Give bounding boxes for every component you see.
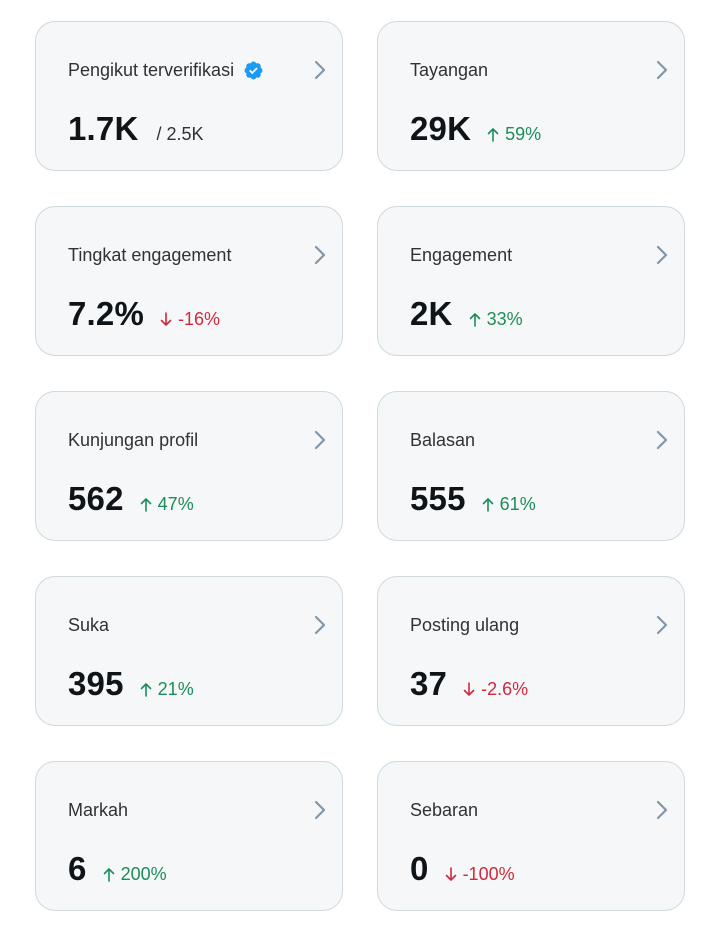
chevron-right-icon[interactable] <box>654 798 670 822</box>
value-row: 7.2% -16% <box>68 295 220 333</box>
chevron-right-icon[interactable] <box>654 58 670 82</box>
value-row: 2K 33% <box>410 295 523 333</box>
metric-value: 395 <box>68 665 124 702</box>
card-title-label: Kunjungan profil <box>68 430 199 450</box>
metric-change: -100% <box>445 864 515 885</box>
card-reposts[interactable]: Posting ulang 37 -2.6% <box>377 576 685 726</box>
arrow-up-icon <box>487 128 499 142</box>
chevron-right-icon[interactable] <box>654 613 670 637</box>
value-row: 29K 59% <box>410 110 541 148</box>
card-title: Balasan <box>410 430 475 451</box>
metric-change-value: 47% <box>157 494 194 514</box>
chevron-right-icon[interactable] <box>312 798 328 822</box>
card-title-label: Engagement <box>410 245 513 265</box>
arrow-down-icon <box>160 312 172 326</box>
metric-value: 37 <box>410 665 448 702</box>
card-title-label: Pengikut terverifikasi <box>68 60 235 80</box>
card-impressions[interactable]: Tayangan 29K 59% <box>377 21 685 171</box>
metric-change: 33% <box>469 309 523 330</box>
metric-change: 59% <box>487 124 541 145</box>
verified-badge-icon <box>244 61 263 80</box>
card-shares[interactable]: Sebaran 0 -100% <box>377 761 685 911</box>
card-title-label: Tayangan <box>410 60 489 80</box>
arrow-up-icon <box>482 498 493 512</box>
card-title: Engagement <box>410 245 512 266</box>
value-row: 555 61% <box>410 480 536 518</box>
card-replies[interactable]: Balasan 555 61% <box>377 391 685 541</box>
metric-change-value: 61% <box>499 494 536 514</box>
card-title-label: Posting ulang <box>410 615 520 635</box>
metric-value: 0 <box>410 850 429 887</box>
metric-change-value: -2.6% <box>481 679 529 699</box>
metric-change: -2.6% <box>463 679 528 700</box>
value-row: 37 -2.6% <box>410 665 528 703</box>
metric-change-value: 200% <box>120 864 167 884</box>
card-likes[interactable]: Suka 395 21% <box>35 576 343 726</box>
card-title: Sebaran <box>410 800 478 821</box>
arrow-up-icon <box>140 683 151 697</box>
card-title-label: Suka <box>68 615 110 635</box>
metric-change: 61% <box>482 494 536 515</box>
card-bookmarks[interactable]: Markah 6 200% <box>35 761 343 911</box>
value-row: 562 47% <box>68 480 194 518</box>
card-title: Posting ulang <box>410 615 519 636</box>
metric-change-value: -16% <box>178 309 221 329</box>
metric-change: 200% <box>103 864 167 885</box>
metric-value: 2K <box>410 295 453 332</box>
value-row: 395 21% <box>68 665 194 703</box>
metric-change-value: 21% <box>157 679 194 699</box>
arrow-up-icon <box>140 498 151 512</box>
card-verified-followers[interactable]: Pengikut terverifikasi 1.7K / 2.5K <box>35 21 343 171</box>
chevron-right-icon[interactable] <box>312 58 328 82</box>
arrow-down-icon <box>463 682 475 696</box>
card-title: Markah <box>68 800 128 821</box>
metric-change: 21% <box>140 679 194 700</box>
card-title-label: Sebaran <box>410 800 479 820</box>
chevron-right-icon[interactable] <box>312 428 328 452</box>
metric-total: / 2.5K <box>156 124 204 144</box>
arrow-down-icon <box>445 867 456 881</box>
chevron-right-icon[interactable] <box>654 243 670 267</box>
card-title: Pengikut terverifikasi <box>68 60 264 81</box>
value-row: 6 200% <box>68 850 167 888</box>
metric-value: 562 <box>68 480 124 517</box>
card-engagement[interactable]: Engagement 2K 33% <box>377 206 685 356</box>
card-title: Kunjungan profil <box>68 430 198 451</box>
chevron-right-icon[interactable] <box>312 243 328 267</box>
metric-change: -16% <box>160 309 220 330</box>
card-title: Suka <box>68 615 109 636</box>
metric-change-value: 33% <box>486 309 523 329</box>
metric-change-value: -100% <box>462 864 515 884</box>
arrow-up-icon <box>103 868 114 882</box>
arrow-up-icon <box>469 313 480 327</box>
value-row: 0 -100% <box>410 850 515 888</box>
metric-change: 47% <box>140 494 194 515</box>
chevron-right-icon[interactable] <box>654 428 670 452</box>
analytics-grid: Pengikut terverifikasi 1.7K / 2.5K Tayan… <box>35 21 685 911</box>
card-title-label: Markah <box>68 800 129 820</box>
card-title: Tingkat engagement <box>68 245 231 266</box>
card-title-label: Tingkat engagement <box>68 245 232 265</box>
chevron-right-icon[interactable] <box>312 613 328 637</box>
value-row: 1.7K / 2.5K <box>68 110 204 148</box>
card-engagement-rate[interactable]: Tingkat engagement 7.2% -16% <box>35 206 343 356</box>
metric-value: 555 <box>410 480 466 517</box>
metric-value: 7.2% <box>68 295 145 332</box>
card-title: Tayangan <box>410 60 488 81</box>
metric-value: 1.7K <box>68 110 139 147</box>
card-title-label: Balasan <box>410 430 476 450</box>
metric-value: 29K <box>410 110 472 147</box>
metric-change-value: 59% <box>505 124 542 144</box>
card-profile-visits[interactable]: Kunjungan profil 562 47% <box>35 391 343 541</box>
metric-value: 6 <box>68 850 87 887</box>
